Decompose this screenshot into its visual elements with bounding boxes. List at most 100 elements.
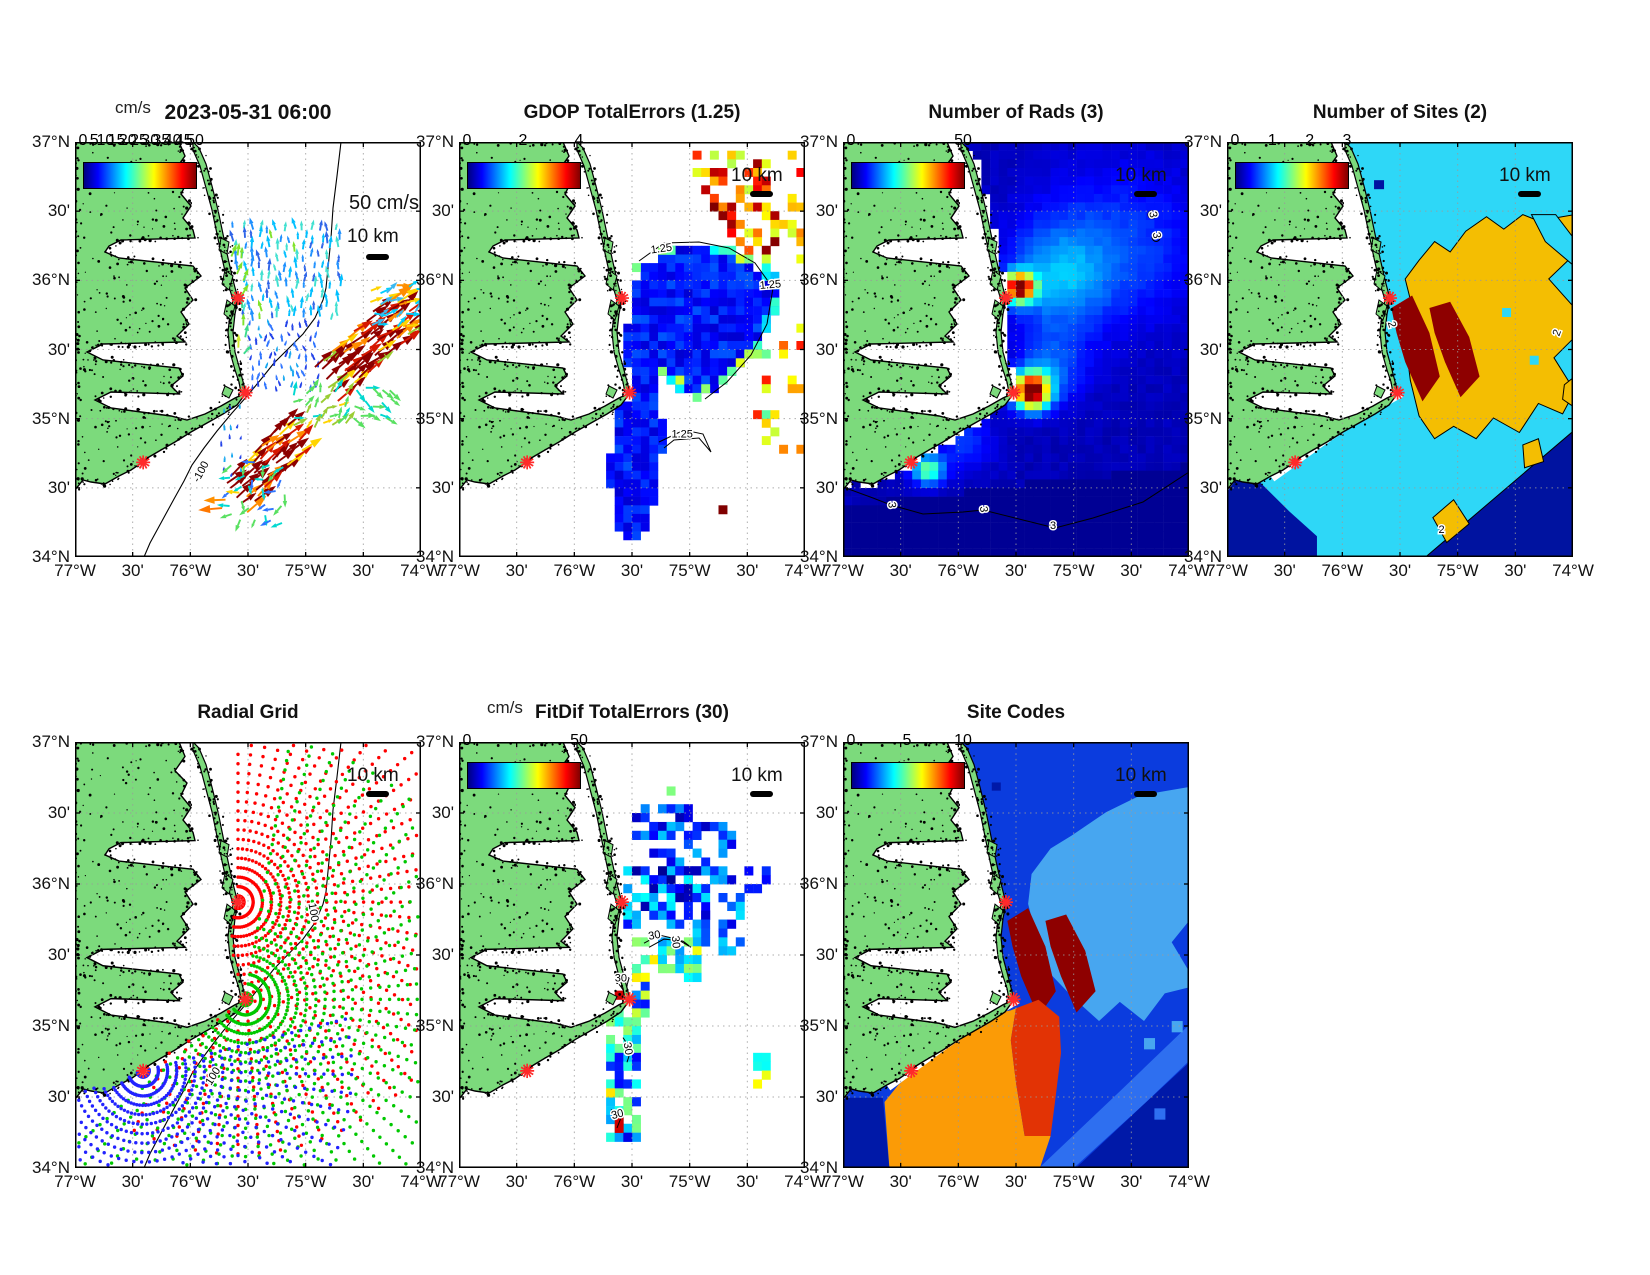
latitude-tick-label: 30': [815, 1087, 838, 1106]
longitude-tick-label: 30': [736, 1172, 759, 1191]
colorbar-tick: 0: [846, 732, 856, 749]
longitude-tick-label: 74°W: [1552, 561, 1594, 580]
colorbar-tick: 3: [1342, 132, 1352, 149]
panel-title: Number of Rads (3): [928, 102, 1104, 123]
colorbar-unit-label: cm/s: [487, 698, 523, 717]
colorbar-tick: 45: [174, 132, 193, 149]
map-numrads: 3 3 3 3 3: [843, 142, 1189, 557]
longitude-tick-label: 30': [736, 561, 759, 580]
latitude-tick-label: 36°N: [416, 874, 454, 893]
latitude-tick-label: 30': [431, 945, 454, 964]
longitude-tick-label: 76°W: [553, 561, 596, 580]
colorbar-ticks: 0 5 10: [847, 732, 972, 749]
latitude-tick-label: 37°N: [416, 132, 454, 151]
colorbar-ticks: 0 1 2 3: [1231, 132, 1352, 149]
colorbar-tick: 5: [902, 732, 912, 749]
colorbar-ticks: 0 2 4: [463, 132, 584, 149]
distance-scale-bar: [366, 791, 389, 797]
longitude-tick-label: 75°W: [668, 561, 711, 580]
latitude-tick-label: 30': [815, 201, 838, 221]
longitude-tick-label: 75°W: [668, 1172, 711, 1191]
latitude-tick-label: 37°N: [32, 732, 70, 751]
distance-scale-bar: [750, 791, 773, 797]
contour-label: 3: [885, 502, 897, 509]
longitude-tick-label: 76°W: [1321, 561, 1364, 580]
longitude-tick-label: 74°W: [784, 1172, 826, 1191]
colorbar-tick: 25: [130, 132, 148, 149]
latitude-tick-label: 30': [47, 477, 70, 497]
colorbar: [467, 162, 581, 189]
longitude-tick-label: 75°W: [1436, 561, 1479, 580]
latitude-tick-label: 30': [47, 339, 70, 359]
colorbar-tick: 30: [141, 132, 160, 149]
panel-gdop: GDOP TotalErrors (1.25) 1.25 1.25 1.25 0 2 4 10…: [416, 102, 826, 580]
latitude-tick-label: 35°N: [32, 408, 70, 428]
longitude-tick-label: 74°W: [1168, 1172, 1210, 1191]
longitude-tick-label: 77°W: [1206, 561, 1248, 580]
latitude-tick-label: 30': [47, 803, 70, 822]
latitude-tick-label: 34°N: [32, 547, 70, 566]
latitude-tick-label: 30': [47, 201, 70, 221]
contour-label: 30: [621, 1041, 635, 1055]
map-fitdif: 30 30 30 30 30: [459, 742, 805, 1168]
colorbar-tick: 10: [96, 132, 115, 149]
distance-scale-label: 10 km: [347, 765, 399, 786]
map-sitecodes: [843, 742, 1189, 1168]
colorbar-unit-label: cm/s: [115, 98, 151, 117]
longitude-tick-label: 30': [1004, 1172, 1028, 1191]
longitude-tick-label: 74°W: [1168, 561, 1210, 580]
distance-scale-label: 10 km: [731, 165, 783, 186]
latitude-tick-label: 34°N: [800, 1158, 838, 1177]
longitude-tick-label: 75°W: [284, 561, 327, 580]
colorbar-ticks: 0 50: [463, 732, 588, 749]
colorbar-ticks: 0 5 10 15 20 25 30 35 40 45 50: [79, 132, 204, 149]
longitude-tick-label: 75°W: [1052, 561, 1095, 580]
contour-label: 30: [610, 1107, 625, 1122]
distance-scale-bar: [1134, 191, 1157, 197]
panel-sitecodes: Site Codes 0 5 10 10 km 37°N 30' 36°N 30' 35°N 30'…: [800, 702, 1210, 1191]
distance-scale-bar: [1134, 791, 1157, 797]
latitude-tick-label: 30': [1199, 201, 1222, 221]
longitude-tick-label: 30': [620, 1172, 644, 1191]
colorbar-tick: 15: [107, 132, 126, 149]
longitude-tick-label: 30': [505, 1172, 528, 1191]
distance-scale-label: 10 km: [347, 226, 399, 247]
longitude-tick-label: 77°W: [438, 1172, 480, 1191]
latitude-tick-label: 35°N: [800, 408, 838, 428]
longitude-tick-label: 77°W: [822, 1172, 864, 1191]
distance-scale-label: 10 km: [1115, 765, 1167, 786]
panel-numsites: Number of Sites (2) 2 2 2 0 1 2 3 10 km 37°N 30' 36…: [1184, 102, 1594, 580]
colorbar-tick: 50: [954, 132, 972, 149]
latitude-tick-label: 34°N: [416, 547, 454, 566]
panel-currents: 2023-05-31 06:00 cm/s -100 0 5 10 15 20 25 30 35 40…: [32, 98, 442, 580]
latitude-tick-label: 34°N: [1184, 547, 1222, 566]
distance-scale-label: 10 km: [1499, 165, 1551, 186]
contour-label: 30: [615, 972, 627, 984]
map-numsites: 222: [1227, 142, 1573, 557]
latitude-tick-label: 37°N: [800, 732, 838, 751]
contour-label: 2: [1438, 524, 1444, 536]
distance-scale-label: 10 km: [731, 765, 783, 786]
colorbar-tick: 0: [462, 732, 472, 749]
panel-fitdif: FitDif TotalErrors (30) cm/s 30 30 30 30 30 0 50…: [416, 698, 826, 1191]
longitude-tick-label: 77°W: [54, 561, 96, 580]
colorbar-tick: 40: [163, 132, 182, 149]
colorbar: [1235, 162, 1349, 189]
colorbar-tick: 0: [462, 132, 472, 149]
colorbar-tick: 20: [118, 132, 137, 149]
latitude-tick-label: 30': [815, 803, 838, 822]
latitude-tick-label: 37°N: [800, 132, 838, 151]
contour-label: 100: [306, 902, 321, 923]
panel-title: Site Codes: [966, 702, 1066, 723]
longitude-tick-label: 30': [121, 1172, 144, 1191]
colorbar-tick: 4: [574, 132, 584, 149]
colorbar-tick: 5: [89, 132, 99, 149]
colorbar-tick: 50: [570, 732, 588, 749]
colorbar: [851, 762, 965, 789]
longitude-tick-label: 30': [1273, 561, 1296, 580]
latitude-tick-label: 36°N: [1184, 270, 1222, 290]
distance-scale-bar: [366, 254, 389, 260]
latitude-tick-label: 35°N: [1184, 408, 1222, 428]
contour-label: 3: [1150, 231, 1163, 239]
